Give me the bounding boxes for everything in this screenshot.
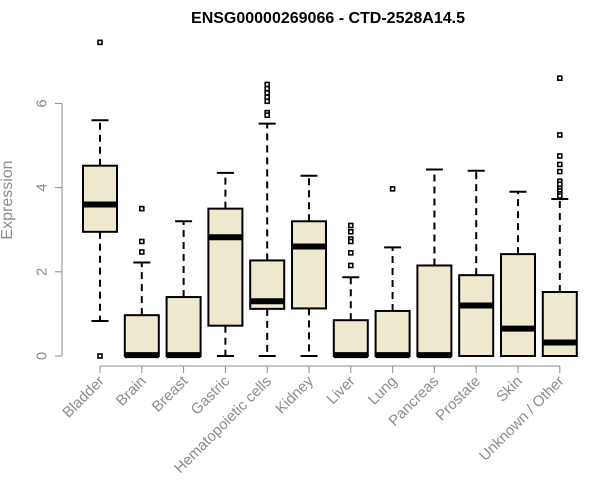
box-unknown-other <box>541 75 578 357</box>
box-hematopoietic-cells <box>249 81 286 357</box>
outlier-point <box>389 186 396 192</box>
outlier-point <box>556 153 563 159</box>
box-prostate <box>458 169 495 357</box>
box-body <box>500 253 536 357</box>
outlier-point <box>139 205 145 212</box>
box-brain <box>123 205 160 359</box>
box-body <box>291 220 327 310</box>
box-pancreas <box>416 168 453 359</box>
y-tick-label: 4 <box>34 183 51 191</box>
x-tick-label: Brain <box>113 373 150 410</box>
box-body <box>123 314 160 357</box>
x-tick-label: Lung <box>365 373 401 409</box>
box-skin <box>500 190 536 357</box>
x-tick-label: Liver <box>324 373 359 408</box>
box-body <box>207 207 244 327</box>
box-lung <box>374 186 411 359</box>
outlier-point <box>264 90 271 96</box>
outlier-point <box>97 353 103 359</box>
box-body <box>82 164 118 233</box>
box-body <box>416 264 453 357</box>
box-bladder <box>82 39 118 359</box>
y-tick-label: 2 <box>34 268 51 276</box>
box-kidney <box>291 174 327 357</box>
box-breast <box>165 220 202 359</box>
boxes-group <box>82 39 578 359</box>
outlier-point <box>347 238 354 245</box>
outlier-point <box>556 161 563 168</box>
outlier-point <box>264 81 271 88</box>
y-tick-label: 6 <box>34 99 51 107</box>
outlier-point <box>264 94 271 100</box>
x-tick-label: Kidney <box>272 372 317 417</box>
outlier-point <box>556 181 563 188</box>
y-tick-label: 0 <box>34 352 51 360</box>
outlier-point <box>264 85 271 92</box>
outlier-point <box>556 193 563 199</box>
box-body <box>541 291 578 357</box>
outlier-point <box>347 229 354 235</box>
outlier-point <box>347 222 354 229</box>
outlier-point <box>556 132 563 138</box>
box-body <box>332 319 369 357</box>
outlier-point <box>139 249 145 255</box>
box-body <box>458 274 495 357</box>
x-tick-label: Bladder <box>59 373 108 422</box>
x-tick-label: Breast <box>149 372 192 415</box>
x-tick-label: Skin <box>493 373 526 406</box>
outlier-point <box>347 250 354 256</box>
outlier-point <box>97 39 103 46</box>
outlier-point <box>139 238 145 245</box>
outlier-point <box>556 168 563 175</box>
box-gastric <box>207 171 244 357</box>
outlier-point <box>264 98 271 105</box>
box-body <box>165 296 202 357</box>
x-tick-label: Prostate <box>432 373 484 425</box>
y-axis: 0 2 4 6 <box>34 99 63 360</box>
outlier-point <box>556 75 563 81</box>
chart-title: ENSG00000269066 - CTD-2528A14.5 <box>191 10 465 27</box>
outlier-point <box>347 262 354 269</box>
box-body <box>374 309 411 358</box>
box-liver <box>332 222 369 359</box>
outlier-point <box>264 112 271 118</box>
y-axis-label: Expression <box>0 160 16 239</box>
